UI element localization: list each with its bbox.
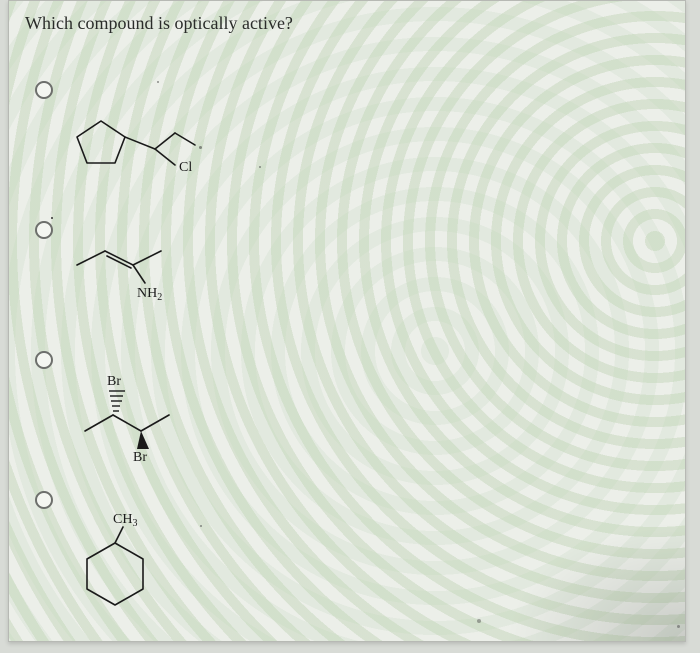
label-cl: Cl [179,160,192,175]
option-1-radio[interactable] [35,81,53,99]
option-4-structure: CH3 [65,509,215,619]
option-3-structure: Br Br [67,371,227,461]
speck [157,81,159,83]
corner-shadow [505,521,685,641]
speck [477,619,481,623]
option-4-radio[interactable] [35,491,53,509]
option-2-radio[interactable] [35,221,53,239]
question-text: Which compound is optically active? [25,13,293,34]
option-1-structure: Cl [57,105,237,185]
wedge-bond [137,431,149,449]
label-br-top: Br [107,374,121,389]
label-nh2: NH2 [137,286,162,303]
option-3-radio[interactable] [35,351,53,369]
speck [677,625,680,628]
label-br-bottom: Br [133,450,147,461]
question-card: Which compound is optically active? Cl [8,0,686,642]
speck [259,166,261,168]
speck [199,146,202,149]
speck [200,525,202,527]
label-ch3: CH3 [113,512,137,529]
option-2-structure: NH2 [67,239,227,309]
